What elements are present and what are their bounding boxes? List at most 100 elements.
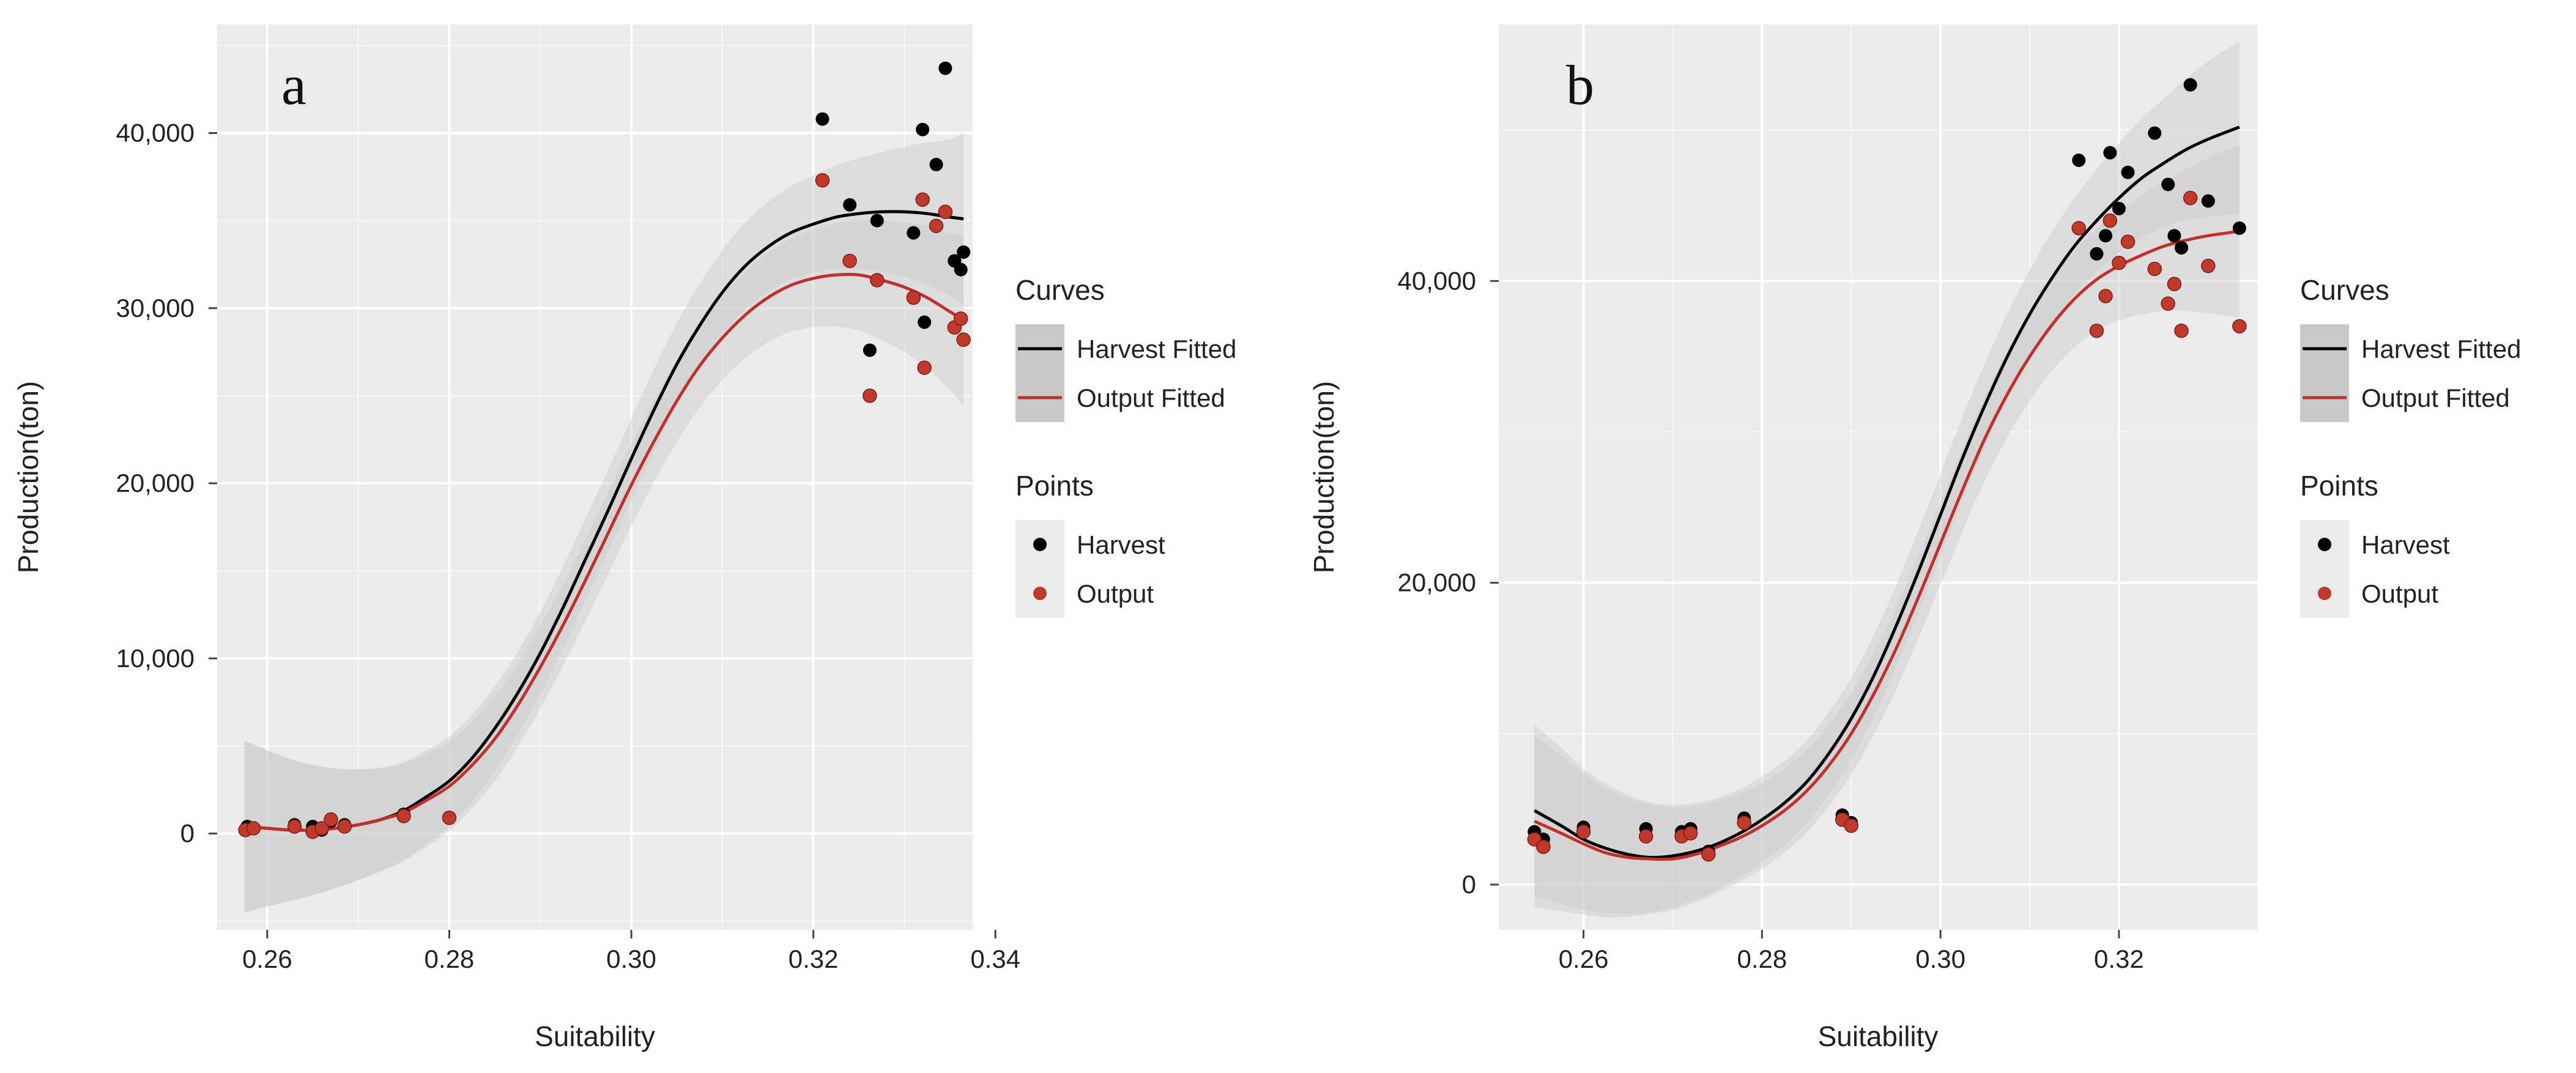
output-point	[2071, 221, 2086, 236]
legend-title-points: Points	[1015, 470, 1094, 502]
x-axis-label: Suitability	[1818, 1020, 1939, 1052]
output-point	[246, 821, 261, 836]
panel-a: 0.26 0.28 0.30 0.32 0.34 0 10,000 20,000 30,000 4…	[12, 24, 1236, 1052]
output-point	[842, 253, 857, 269]
legend-label: Harvest	[2361, 530, 2450, 559]
panel-b: 0.26 0.28 0.30 0.32 0 20,000 40,000 b Suitabilit…	[1308, 24, 2521, 1052]
output-point	[2201, 258, 2216, 273]
output-point	[870, 273, 885, 288]
x-tick-label: 0.32	[2094, 945, 2144, 973]
y-tick-label: 20,000	[116, 469, 195, 497]
output-point	[2232, 319, 2247, 334]
output-point	[2112, 255, 2126, 270]
x-tick-label: 0.26	[242, 945, 292, 973]
harvest-point	[954, 262, 968, 277]
legend-label: Harvest Fitted	[2361, 335, 2521, 363]
output-point	[2103, 213, 2118, 228]
harvest-point	[863, 343, 877, 357]
harvest-point	[938, 61, 952, 75]
output-point	[396, 809, 411, 823]
panel-label: b	[1566, 54, 1594, 116]
harvest-point	[2232, 221, 2246, 235]
harvest-point	[2148, 126, 2162, 140]
legend: Curves Harvest Fitted Output Fitted Points H…	[1015, 274, 1236, 618]
output-point	[2120, 234, 2136, 249]
legend-title-curves: Curves	[2300, 274, 2389, 306]
plot-background	[217, 24, 973, 930]
y-tick-label: 30,000	[116, 294, 195, 322]
harvest-fitted-line	[1534, 125, 2240, 860]
legend-label: Output	[2361, 579, 2438, 608]
harvest-point	[2161, 177, 2175, 191]
output-point	[2147, 261, 2162, 277]
harvest-point	[870, 213, 884, 228]
output-point	[324, 812, 338, 827]
harvest-point	[843, 198, 857, 212]
output-point	[1576, 824, 1591, 839]
harvest-point	[929, 158, 943, 172]
output-point	[1737, 815, 1751, 830]
x-tick-label: 0.34	[970, 945, 1020, 973]
y-tick-label: 20,000	[1398, 568, 1476, 597]
output-point	[2089, 323, 2104, 338]
output-point	[1844, 819, 1858, 833]
harvest-point	[2072, 154, 2086, 167]
output-point	[2174, 323, 2189, 338]
output-confidence-band	[244, 219, 964, 913]
y-tick-label: 0	[1462, 870, 1476, 899]
output-point	[1536, 839, 1551, 855]
output-point	[2161, 296, 2175, 311]
y-axis-label: Production(ton)	[12, 381, 44, 574]
legend-label: Harvest	[1077, 530, 1165, 559]
legend-label: Output Fitted	[2361, 384, 2510, 412]
panel-label: a	[281, 54, 306, 116]
legend-label: Output	[1077, 579, 1154, 608]
output-point	[287, 819, 302, 834]
harvest-point	[916, 122, 930, 136]
legend-key-point	[2318, 538, 2331, 551]
x-tick-label: 0.32	[789, 945, 839, 973]
output-point	[906, 290, 921, 305]
x-tick-label: 0.30	[1915, 945, 1965, 973]
output-point	[917, 360, 932, 375]
output-point	[1683, 826, 1698, 841]
harvest-point	[918, 315, 932, 329]
output-point	[314, 821, 329, 836]
harvest-point	[2183, 78, 2197, 92]
harvest-point	[2103, 146, 2117, 160]
harvest-point	[2090, 247, 2104, 261]
harvest-point	[2121, 165, 2135, 179]
output-point	[956, 332, 971, 347]
harvest-point	[2167, 229, 2181, 243]
harvest-point	[957, 245, 971, 259]
y-tick-label: 0	[180, 819, 195, 848]
output-point	[2183, 190, 2198, 206]
y-tick-label: 40,000	[1398, 266, 1476, 295]
legend-key-point	[2318, 587, 2331, 600]
legend-title-points: Points	[2300, 470, 2378, 502]
harvest-point	[2099, 229, 2112, 243]
legend-label: Harvest Fitted	[1077, 335, 1236, 363]
legend-key-point	[1033, 587, 1047, 600]
legend: Curves Harvest Fitted Output Fitted Points H…	[2300, 274, 2521, 618]
output-point	[442, 811, 457, 825]
harvest-point	[815, 112, 830, 126]
legend-title-curves: Curves	[1015, 274, 1105, 306]
output-point	[953, 311, 968, 326]
x-tick-label: 0.30	[606, 945, 656, 973]
output-point	[1701, 847, 1716, 862]
output-point	[2167, 277, 2182, 292]
x-axis-label: Suitability	[535, 1020, 655, 1052]
harvest-point	[2175, 241, 2188, 255]
output-point	[929, 218, 944, 233]
y-tick-label: 40,000	[116, 118, 195, 147]
harvest-point	[907, 226, 921, 240]
output-point	[915, 192, 930, 207]
harvest-point	[2201, 194, 2215, 208]
output-confidence-band	[1534, 145, 2240, 918]
output-point	[2098, 289, 2113, 303]
x-tick-label: 0.28	[1737, 945, 1787, 973]
output-point	[1638, 829, 1654, 844]
output-fitted-line	[1534, 229, 2240, 861]
